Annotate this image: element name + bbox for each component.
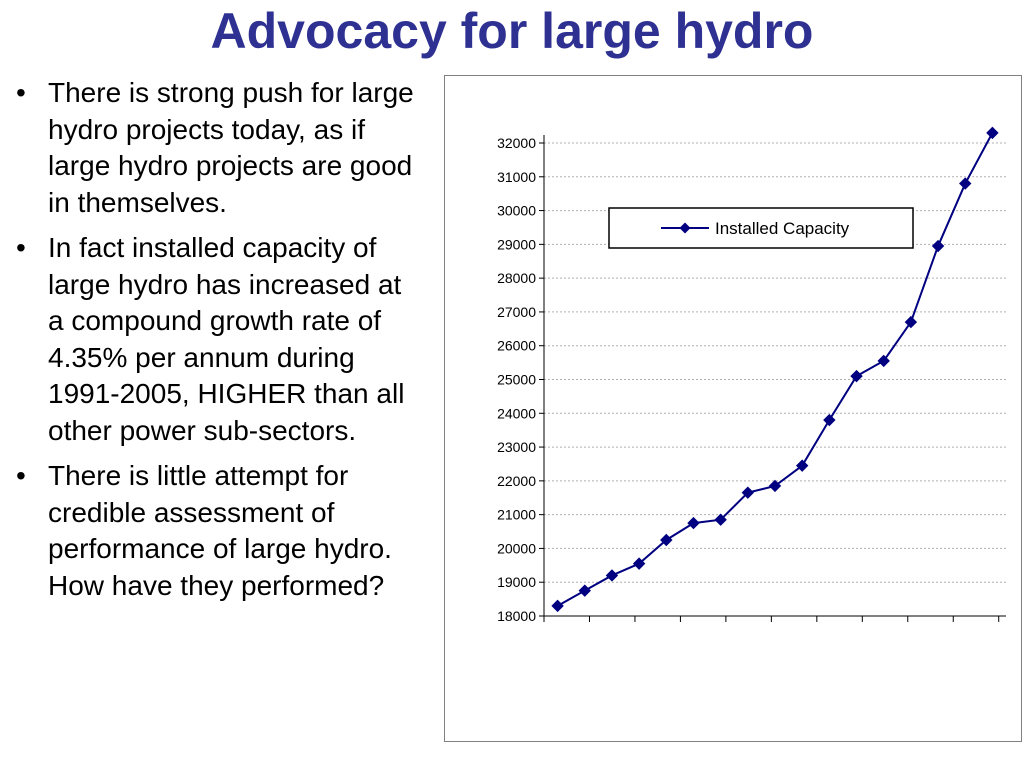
y-tick-label: 29000 — [497, 236, 536, 252]
y-tick-label: 32000 — [497, 135, 536, 151]
bullet-glyph: • — [16, 232, 26, 263]
data-point-marker — [931, 239, 945, 253]
data-point-marker — [850, 369, 863, 383]
data-point-marker — [687, 516, 700, 530]
data-point-marker — [714, 513, 727, 526]
data-point-marker — [823, 413, 836, 427]
data-point-marker — [578, 584, 591, 597]
series-line — [557, 132, 994, 607]
y-tick-label: 22000 — [497, 473, 536, 489]
data-point-marker — [959, 177, 972, 190]
data-point-marker — [660, 533, 673, 547]
y-tick-label: 24000 — [497, 405, 536, 421]
y-tick-label: 20000 — [497, 540, 536, 556]
y-tick-label: 26000 — [497, 338, 536, 354]
chart-frame: 18000 19000 20000 21000 22000 23000 24000 25000… — [444, 75, 1022, 742]
y-tick-label: 21000 — [497, 507, 536, 523]
bullet-item: • There is strong push for large hydro p… — [14, 75, 424, 221]
legend-box — [608, 207, 914, 249]
data-point-marker — [904, 315, 918, 329]
y-tick-label: 18000 — [497, 608, 536, 624]
y-tick-label: 30000 — [497, 203, 536, 219]
y-tick-label: 31000 — [497, 169, 536, 185]
bullet-list: • There is strong push for large hydro p… — [14, 75, 424, 613]
data-point-marker — [741, 486, 755, 499]
bullet-text: There is little attempt for credible ass… — [48, 460, 392, 601]
data-point-marker — [605, 569, 619, 582]
legend-label: Installed Capacity — [715, 219, 850, 238]
y-tick-label: 25000 — [497, 372, 536, 388]
bullet-glyph: • — [16, 460, 26, 491]
data-point-marker — [632, 557, 646, 570]
y-tick-label: 27000 — [497, 304, 536, 320]
slide-title: Advocacy for large hydro — [210, 3, 814, 59]
line-chart: 18000 19000 20000 21000 22000 23000 24000 25000… — [497, 126, 1006, 624]
y-tick-label: 28000 — [497, 270, 536, 286]
bullet-text: There is strong push for large hydro pro… — [48, 77, 414, 218]
data-point-marker — [877, 354, 890, 368]
data-point-marker — [768, 479, 782, 493]
legend-marker-sample — [679, 222, 691, 234]
y-tick-label: 23000 — [497, 439, 536, 455]
data-point-marker — [795, 459, 809, 472]
y-tick-label: 19000 — [497, 574, 536, 590]
bullet-item: • In fact installed capacity of large hy… — [14, 230, 424, 449]
bullet-item: • There is little attempt for credible a… — [14, 458, 424, 604]
data-point-marker — [986, 126, 999, 140]
bullet-glyph: • — [16, 77, 26, 108]
data-point-marker — [551, 599, 564, 613]
bullet-text: In fact installed capacity of large hydr… — [48, 232, 405, 446]
